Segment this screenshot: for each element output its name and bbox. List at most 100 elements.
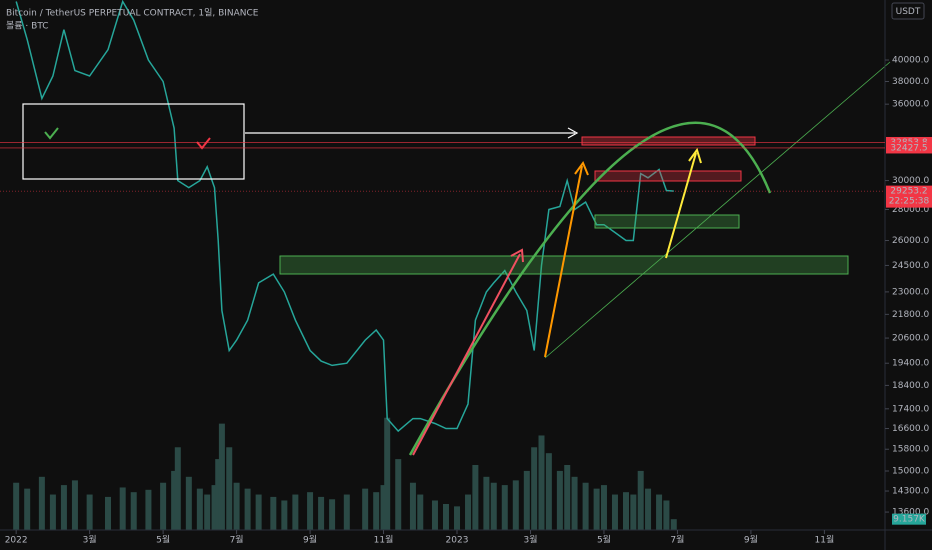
volume-bar	[292, 494, 299, 530]
y-tick-label: 18400.0	[892, 381, 929, 391]
volume-bar	[490, 482, 497, 530]
volume-bar	[255, 494, 262, 530]
volume-bar	[630, 494, 637, 530]
volume-bar	[362, 488, 369, 530]
x-tick-label: 2022	[5, 536, 28, 546]
volume-bar	[145, 489, 152, 530]
volume-bar	[656, 494, 663, 530]
y-tick-label: 24500.0	[892, 261, 929, 271]
volume-bar	[593, 488, 600, 530]
axes: 40000.0 38000.0 36000.0 30000.0 28000.0 26000…	[0, 56, 932, 546]
arrow-head	[510, 248, 524, 263]
volume-bar	[512, 480, 519, 530]
volume-bar	[637, 470, 644, 530]
volume-bar	[318, 496, 325, 530]
volume-bar	[442, 504, 449, 530]
y-tick-label: 40000.0	[892, 56, 929, 66]
y-tick-label: 19400.0	[892, 359, 929, 369]
volume-bar	[523, 470, 530, 530]
volume-bar	[226, 447, 233, 530]
volume-bar	[564, 465, 571, 530]
volume-bar	[645, 488, 652, 530]
volume-bar	[343, 494, 350, 530]
volume-bar	[174, 447, 181, 530]
subtitle: 볼륨 · BTC	[6, 21, 49, 32]
x-tick-label: 3월	[83, 534, 97, 546]
price-label: 32427.5	[890, 143, 927, 153]
x-tick-label: 9월	[303, 534, 317, 546]
chart-title: Bitcoin / TetherUS PERPETUAL CONTRACT, 1…	[6, 8, 259, 19]
y-tick-label: 38000.0	[892, 77, 929, 87]
volume-bar	[373, 492, 380, 530]
volume-bar	[196, 488, 203, 530]
volume-bar	[86, 494, 93, 530]
price-label: 29253.2	[890, 187, 927, 197]
y-tick-label: 13600.0	[892, 508, 929, 518]
volume-bar	[307, 492, 314, 530]
volume-bar	[538, 435, 545, 530]
volume-bar	[211, 485, 218, 530]
volume-bar	[49, 494, 56, 530]
price-label-box	[886, 142, 932, 154]
volume-bar	[281, 500, 288, 530]
countdown: 22:25:38	[889, 197, 930, 207]
y-tick-label: 26000.0	[892, 236, 929, 246]
volume-bar	[244, 488, 251, 530]
y-tick-label: 28000.0	[892, 205, 929, 215]
volume-bar	[215, 459, 222, 530]
volume-bar	[130, 492, 137, 530]
volume-bar	[623, 492, 630, 530]
x-tick-label: 3월	[523, 534, 537, 546]
arrow-head	[688, 147, 702, 164]
volume-bar	[13, 482, 20, 530]
volume-bar	[531, 447, 538, 530]
annotations	[22, 61, 891, 456]
currency-box[interactable]	[891, 2, 925, 20]
trend-line	[544, 61, 891, 359]
volume-bar	[454, 506, 461, 530]
volume-bar	[185, 476, 192, 530]
volume-bar	[472, 465, 479, 530]
x-tick-label: 7월	[230, 534, 244, 546]
volume-bar	[38, 476, 45, 530]
arrow-head	[567, 127, 579, 139]
x-tick-label: 9월	[744, 534, 758, 546]
arrow	[412, 253, 521, 456]
volume-bar	[105, 496, 112, 530]
x-tick-label: 11월	[374, 534, 394, 546]
x-tick-label: 11월	[815, 534, 835, 546]
volume-bar	[395, 459, 402, 530]
volume-bar	[670, 519, 677, 530]
y-tick-label: 23000.0	[892, 287, 929, 297]
volume-bar	[582, 482, 589, 530]
volume-bar	[611, 494, 618, 530]
volume-bar	[160, 482, 167, 530]
volume-bar	[171, 470, 178, 530]
y-tick-label: 14300.0	[892, 487, 929, 497]
volume-bar	[465, 494, 472, 530]
y-tick-label: 15800.0	[892, 445, 929, 455]
zone	[581, 136, 756, 146]
volume-bar	[417, 494, 424, 530]
arrow-head	[574, 160, 589, 176]
volume-bar	[431, 500, 438, 530]
volume-bar	[218, 423, 225, 530]
volume-label-box	[892, 513, 926, 525]
y-tick-label: 20600.0	[892, 334, 929, 344]
zone	[594, 214, 740, 229]
currency[interactable]: USDT	[896, 7, 921, 17]
check	[44, 127, 59, 140]
volume-bar	[270, 496, 277, 530]
volume-bar	[483, 476, 490, 530]
y-tick-label: 17400.0	[892, 404, 929, 414]
volume-bar	[384, 417, 391, 530]
arc	[408, 121, 772, 456]
price-line	[15, 0, 674, 433]
volume-bar	[380, 485, 387, 530]
zone	[594, 170, 742, 182]
price-label-box	[886, 185, 932, 208]
volume-bar	[501, 485, 508, 530]
volume-bar	[545, 453, 552, 530]
